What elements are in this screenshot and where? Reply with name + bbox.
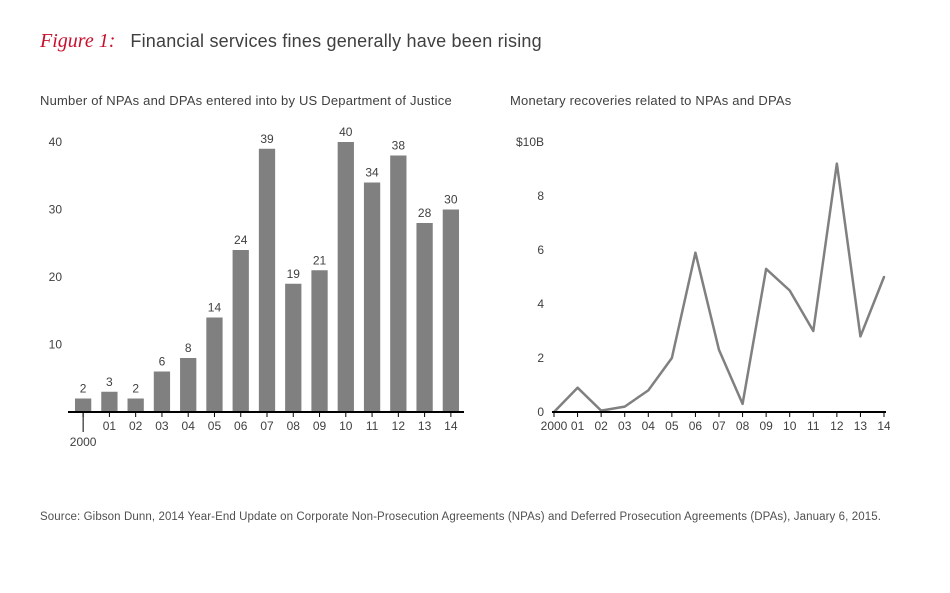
svg-text:2000: 2000 xyxy=(541,419,568,433)
svg-text:40: 40 xyxy=(49,135,63,149)
svg-text:01: 01 xyxy=(103,419,117,433)
svg-text:02: 02 xyxy=(129,419,143,433)
svg-text:8: 8 xyxy=(537,189,544,203)
bar-chart-title: Number of NPAs and DPAs entered into by … xyxy=(40,93,470,108)
svg-text:19: 19 xyxy=(287,267,301,281)
svg-text:13: 13 xyxy=(854,419,868,433)
svg-text:6: 6 xyxy=(537,243,544,257)
svg-text:01: 01 xyxy=(571,419,585,433)
line-chart-panel: Monetary recoveries related to NPAs and … xyxy=(510,93,890,461)
svg-text:05: 05 xyxy=(665,419,679,433)
svg-text:38: 38 xyxy=(392,139,406,153)
svg-text:12: 12 xyxy=(392,419,406,433)
svg-text:04: 04 xyxy=(642,419,656,433)
line-chart-title: Monetary recoveries related to NPAs and … xyxy=(510,93,890,108)
svg-text:6: 6 xyxy=(159,355,166,369)
bar-chart-svg: 1020304023268142439192140343828302000010… xyxy=(40,126,470,456)
svg-text:$10B: $10B xyxy=(516,135,544,149)
svg-text:08: 08 xyxy=(736,419,750,433)
svg-text:06: 06 xyxy=(689,419,703,433)
figure-caption: Financial services fines generally have … xyxy=(130,31,541,51)
svg-text:0: 0 xyxy=(537,405,544,419)
svg-text:14: 14 xyxy=(444,419,458,433)
svg-text:30: 30 xyxy=(49,203,63,217)
svg-text:30: 30 xyxy=(444,193,458,207)
svg-text:07: 07 xyxy=(260,419,274,433)
svg-text:39: 39 xyxy=(260,132,274,146)
svg-text:09: 09 xyxy=(759,419,773,433)
svg-text:4: 4 xyxy=(537,297,544,311)
svg-text:10: 10 xyxy=(49,338,63,352)
svg-text:10: 10 xyxy=(783,419,797,433)
source-text: Source: Gibson Dunn, 2014 Year-End Updat… xyxy=(40,511,910,523)
svg-text:2: 2 xyxy=(80,382,87,396)
svg-text:07: 07 xyxy=(712,419,726,433)
svg-text:02: 02 xyxy=(594,419,608,433)
svg-text:11: 11 xyxy=(366,419,379,433)
svg-text:8: 8 xyxy=(185,341,192,355)
figure-title-row: Figure 1: Financial services fines gener… xyxy=(40,30,910,53)
svg-text:13: 13 xyxy=(418,419,432,433)
svg-text:24: 24 xyxy=(234,233,248,247)
svg-text:28: 28 xyxy=(418,206,432,220)
svg-text:11: 11 xyxy=(807,419,820,433)
svg-text:2000: 2000 xyxy=(70,435,97,449)
charts-row: Number of NPAs and DPAs entered into by … xyxy=(40,93,910,461)
svg-text:34: 34 xyxy=(365,166,379,180)
svg-text:10: 10 xyxy=(339,419,353,433)
bar-chart-panel: Number of NPAs and DPAs entered into by … xyxy=(40,93,470,461)
svg-text:05: 05 xyxy=(208,419,222,433)
svg-text:08: 08 xyxy=(287,419,301,433)
svg-text:03: 03 xyxy=(618,419,632,433)
line-chart-svg: 02468$10B2000010203040506070809101112131… xyxy=(510,126,890,456)
svg-text:21: 21 xyxy=(313,253,327,267)
svg-text:14: 14 xyxy=(208,301,222,315)
svg-text:2: 2 xyxy=(132,382,139,396)
svg-text:20: 20 xyxy=(49,270,63,284)
svg-text:09: 09 xyxy=(313,419,327,433)
svg-text:2: 2 xyxy=(537,351,544,365)
svg-text:03: 03 xyxy=(155,419,169,433)
svg-text:3: 3 xyxy=(106,375,113,389)
figure-container: Figure 1: Financial services fines gener… xyxy=(0,0,950,543)
figure-label: Figure 1: xyxy=(40,30,115,52)
svg-text:40: 40 xyxy=(339,126,353,139)
svg-text:14: 14 xyxy=(877,419,890,433)
svg-text:12: 12 xyxy=(830,419,844,433)
svg-text:04: 04 xyxy=(182,419,196,433)
svg-text:06: 06 xyxy=(234,419,248,433)
